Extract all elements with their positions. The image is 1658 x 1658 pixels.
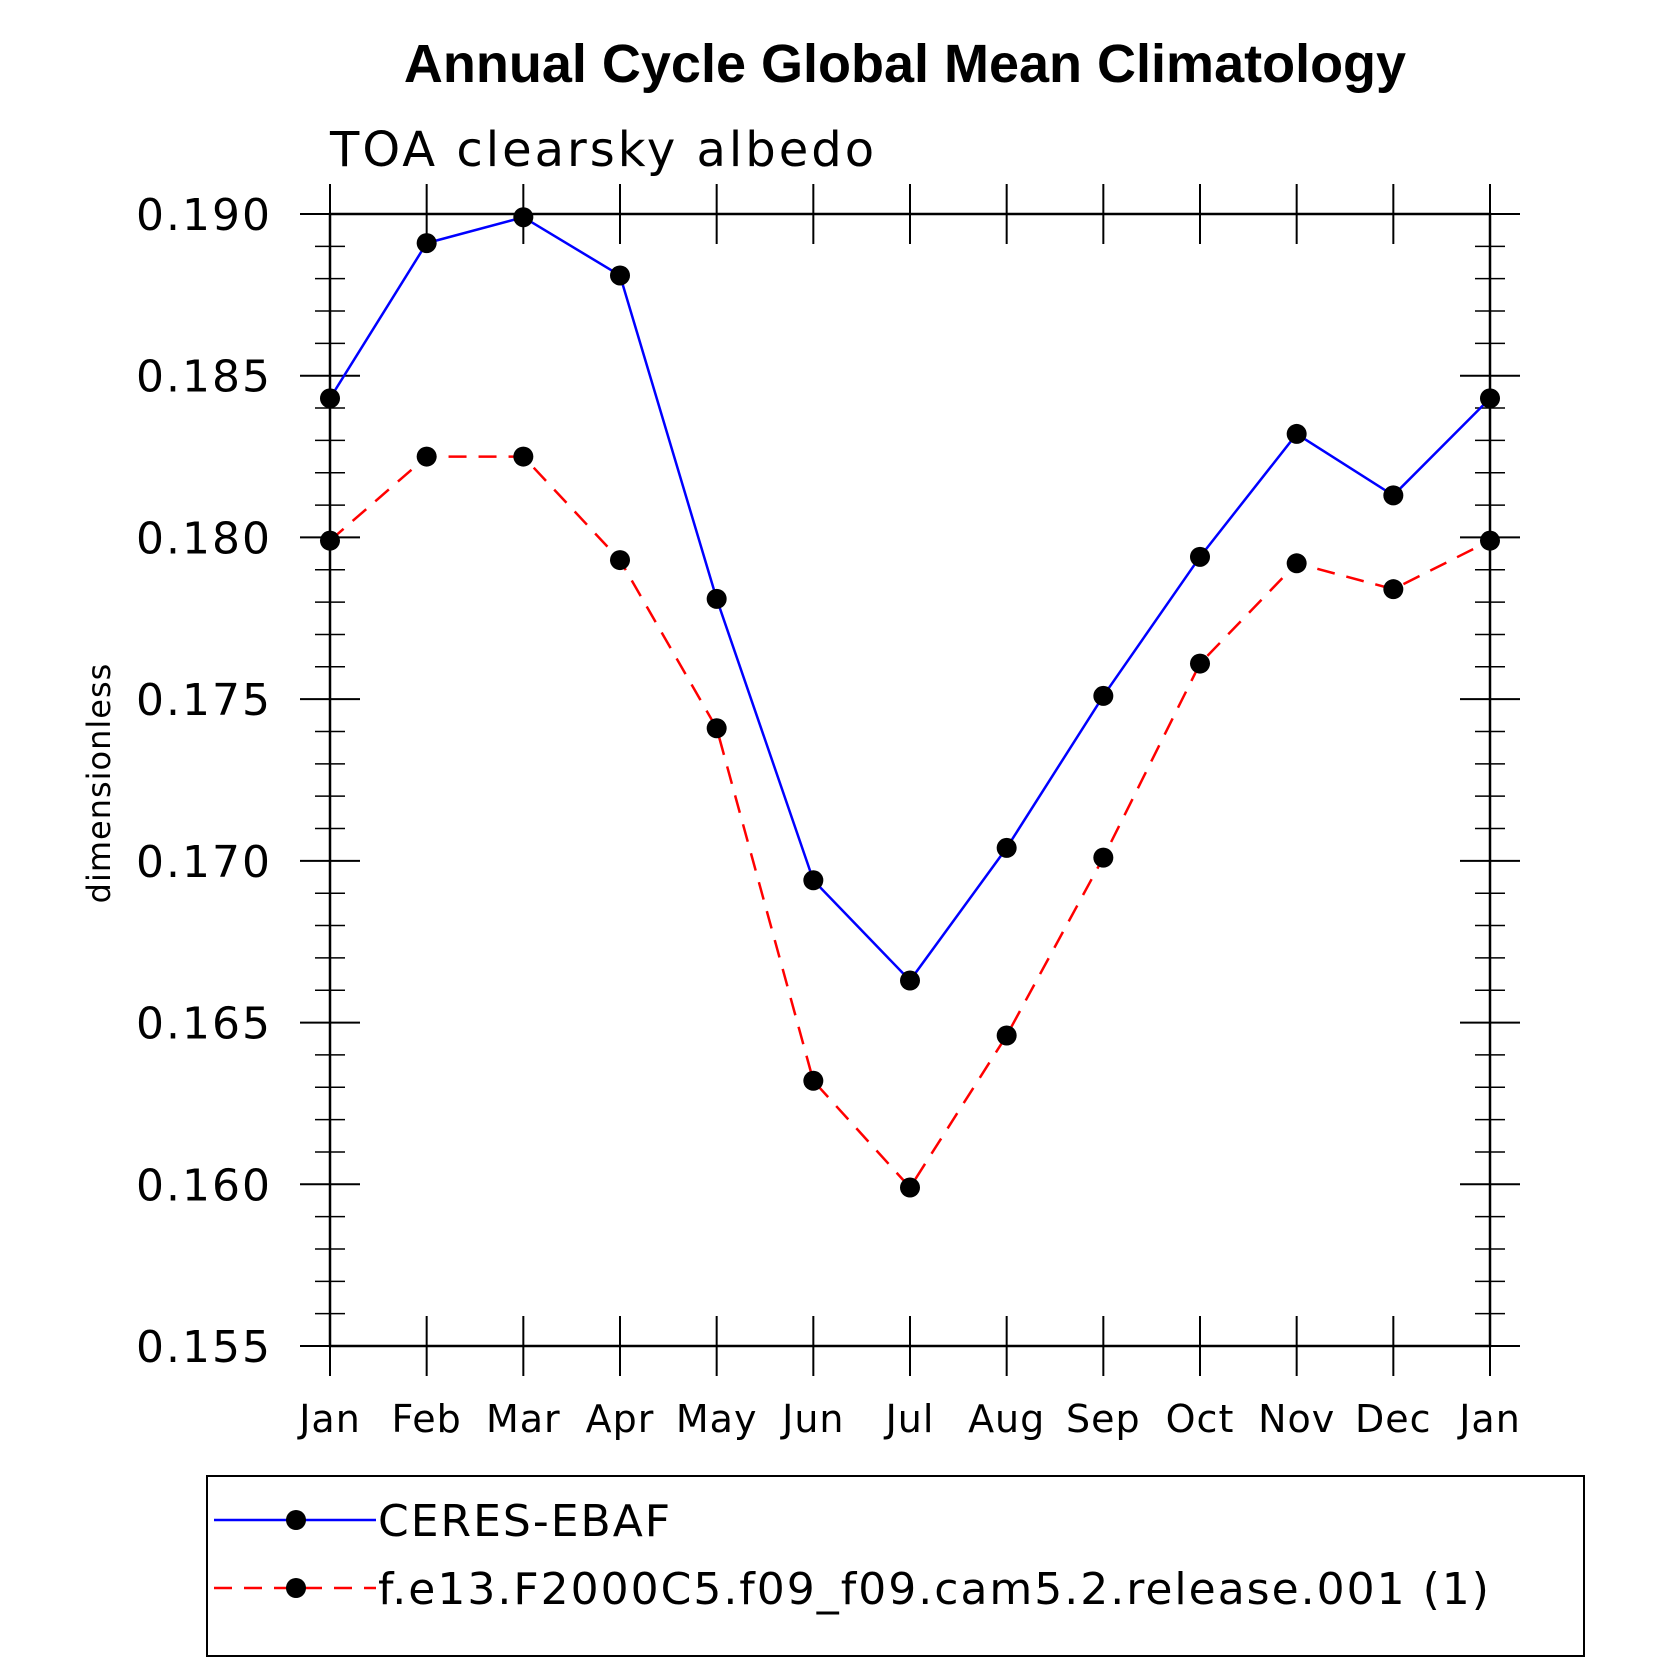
data-point-model [513, 446, 534, 467]
x-tick-label: Jan [1457, 1397, 1521, 1441]
data-point-model [1480, 530, 1500, 551]
y-tick-labels: 0.155 0.160 0.165 0.170 0.175 0.180 0.185 0.190 [136, 190, 272, 1373]
data-point-model [1093, 847, 1114, 868]
y-tick-label: 0.180 [136, 513, 272, 564]
data-point-ceres-ebaf [610, 265, 630, 286]
legend-label-ceres-ebaf: CERES-EBAF [378, 1496, 672, 1547]
data-point-model [996, 1025, 1017, 1046]
x-tick-label: Sep [1066, 1397, 1141, 1441]
x-tick-label: Jan [297, 1397, 361, 1441]
data-point-ceres-ebaf [996, 837, 1017, 858]
data-point-ceres-ebaf [1286, 423, 1307, 444]
data-point-ceres-ebaf [1383, 485, 1404, 506]
x-tick-label: Oct [1166, 1397, 1235, 1441]
chart-title: Annual Cycle Global Mean Climatology [404, 34, 1406, 94]
data-point-model [900, 1177, 920, 1198]
x-tick-label: Apr [586, 1397, 655, 1441]
y-tick-label: 0.165 [136, 999, 272, 1050]
data-point-ceres-ebaf [416, 233, 437, 254]
data-point-ceres-ebaf [320, 388, 340, 409]
x-tick-labels: Jan Feb Mar Apr May Jun Jul Aug Sep Oct Nov Dec Jan [297, 1397, 1521, 1441]
y-tick-label: 0.175 [136, 675, 272, 726]
plot-axes [300, 184, 1520, 1376]
legend-marker-ceres-ebaf [286, 1510, 306, 1530]
series-line-ceres-ebaf [328, 215, 1491, 983]
legend-frame [206, 1475, 1585, 1657]
data-point-ceres-ebaf [706, 588, 727, 609]
data-point-ceres-ebaf [900, 970, 920, 991]
x-tick-label: Feb [392, 1397, 462, 1441]
y-axis-label: dimensionless [80, 663, 118, 904]
data-point-model [610, 550, 630, 571]
data-point-model [1383, 579, 1404, 600]
y-tick-label: 0.155 [136, 1322, 272, 1373]
plot-frame [328, 212, 1492, 1348]
data-point-model [706, 718, 727, 739]
data-point-model [1286, 553, 1307, 574]
y-tick-label: 0.185 [136, 352, 272, 403]
series-line-model [329, 455, 1491, 1190]
data-point-model [320, 530, 340, 551]
y-tick-label: 0.160 [136, 1160, 272, 1211]
chart-subtitle: TOA clearsky albedo [329, 122, 877, 178]
y-tick-label: 0.170 [136, 837, 272, 888]
x-tick-label: Jun [780, 1397, 844, 1441]
x-tick-label: Aug [968, 1397, 1045, 1441]
data-point-ceres-ebaf [513, 207, 534, 228]
legend: CERES-EBAF f.e13.F2000C5.f09_f09.cam5.2.… [206, 1475, 1585, 1657]
data-point-model [416, 446, 437, 467]
data-point-ceres-ebaf [1480, 388, 1500, 409]
data-point-ceres-ebaf [1190, 546, 1210, 567]
data-point-model [1190, 653, 1210, 674]
legend-marker-model [286, 1578, 306, 1598]
y-tick-label: 0.190 [136, 190, 272, 241]
data-point-ceres-ebaf [1093, 685, 1114, 706]
series-layer [320, 207, 1500, 1198]
data-point-ceres-ebaf [803, 870, 824, 891]
x-tick-label: Dec [1355, 1397, 1432, 1441]
legend-label-model: f.e13.F2000C5.f09_f09.cam5.2.release.001… [378, 1564, 1491, 1615]
data-point-model [803, 1070, 824, 1091]
x-tick-label: May [676, 1397, 758, 1441]
x-tick-label: Jul [884, 1397, 935, 1441]
x-tick-label: Nov [1258, 1397, 1335, 1441]
x-tick-label: Mar [486, 1397, 561, 1441]
